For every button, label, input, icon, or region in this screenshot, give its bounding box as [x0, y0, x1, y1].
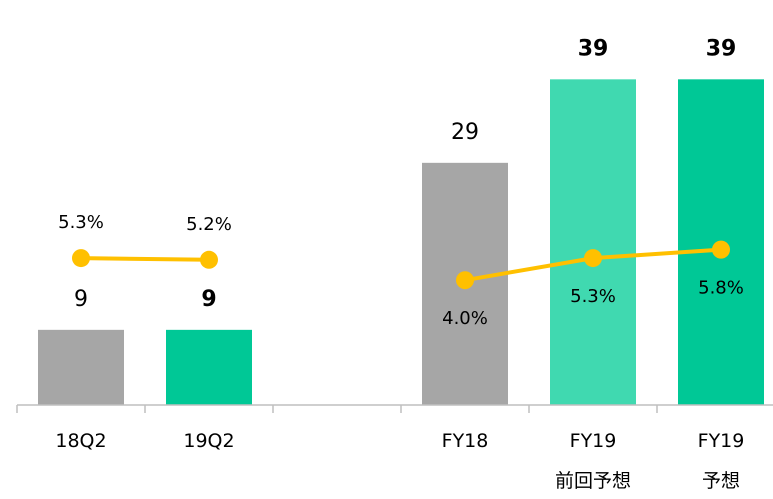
bar-value-label: 9	[201, 287, 216, 312]
line-value-label: 5.3%	[58, 212, 104, 233]
line-marker	[712, 240, 730, 259]
bar-value-label: 39	[706, 36, 737, 61]
line-marker	[456, 271, 474, 290]
line-value-label: 4.0%	[442, 308, 488, 329]
x-tick-label: 19Q2	[183, 430, 235, 452]
bar-value-label: 29	[451, 120, 479, 145]
line-marker	[584, 249, 602, 268]
x-tick-label: FY19 前回予想	[554, 430, 631, 492]
x-tick-label: 18Q2	[55, 430, 107, 452]
bar	[550, 79, 636, 405]
bar-value-label: 39	[578, 36, 609, 61]
bar-value-label: 9	[74, 287, 88, 312]
line-value-label: 5.2%	[186, 214, 232, 235]
bar	[38, 329, 124, 405]
line-marker	[72, 249, 90, 268]
line-marker	[200, 250, 218, 269]
x-tick-label: FY19 予想	[697, 430, 745, 492]
bar	[166, 329, 252, 405]
line-value-label: 5.3%	[570, 286, 616, 307]
x-tick-label: FY18	[441, 430, 489, 452]
line-value-label: 5.8%	[698, 278, 744, 299]
